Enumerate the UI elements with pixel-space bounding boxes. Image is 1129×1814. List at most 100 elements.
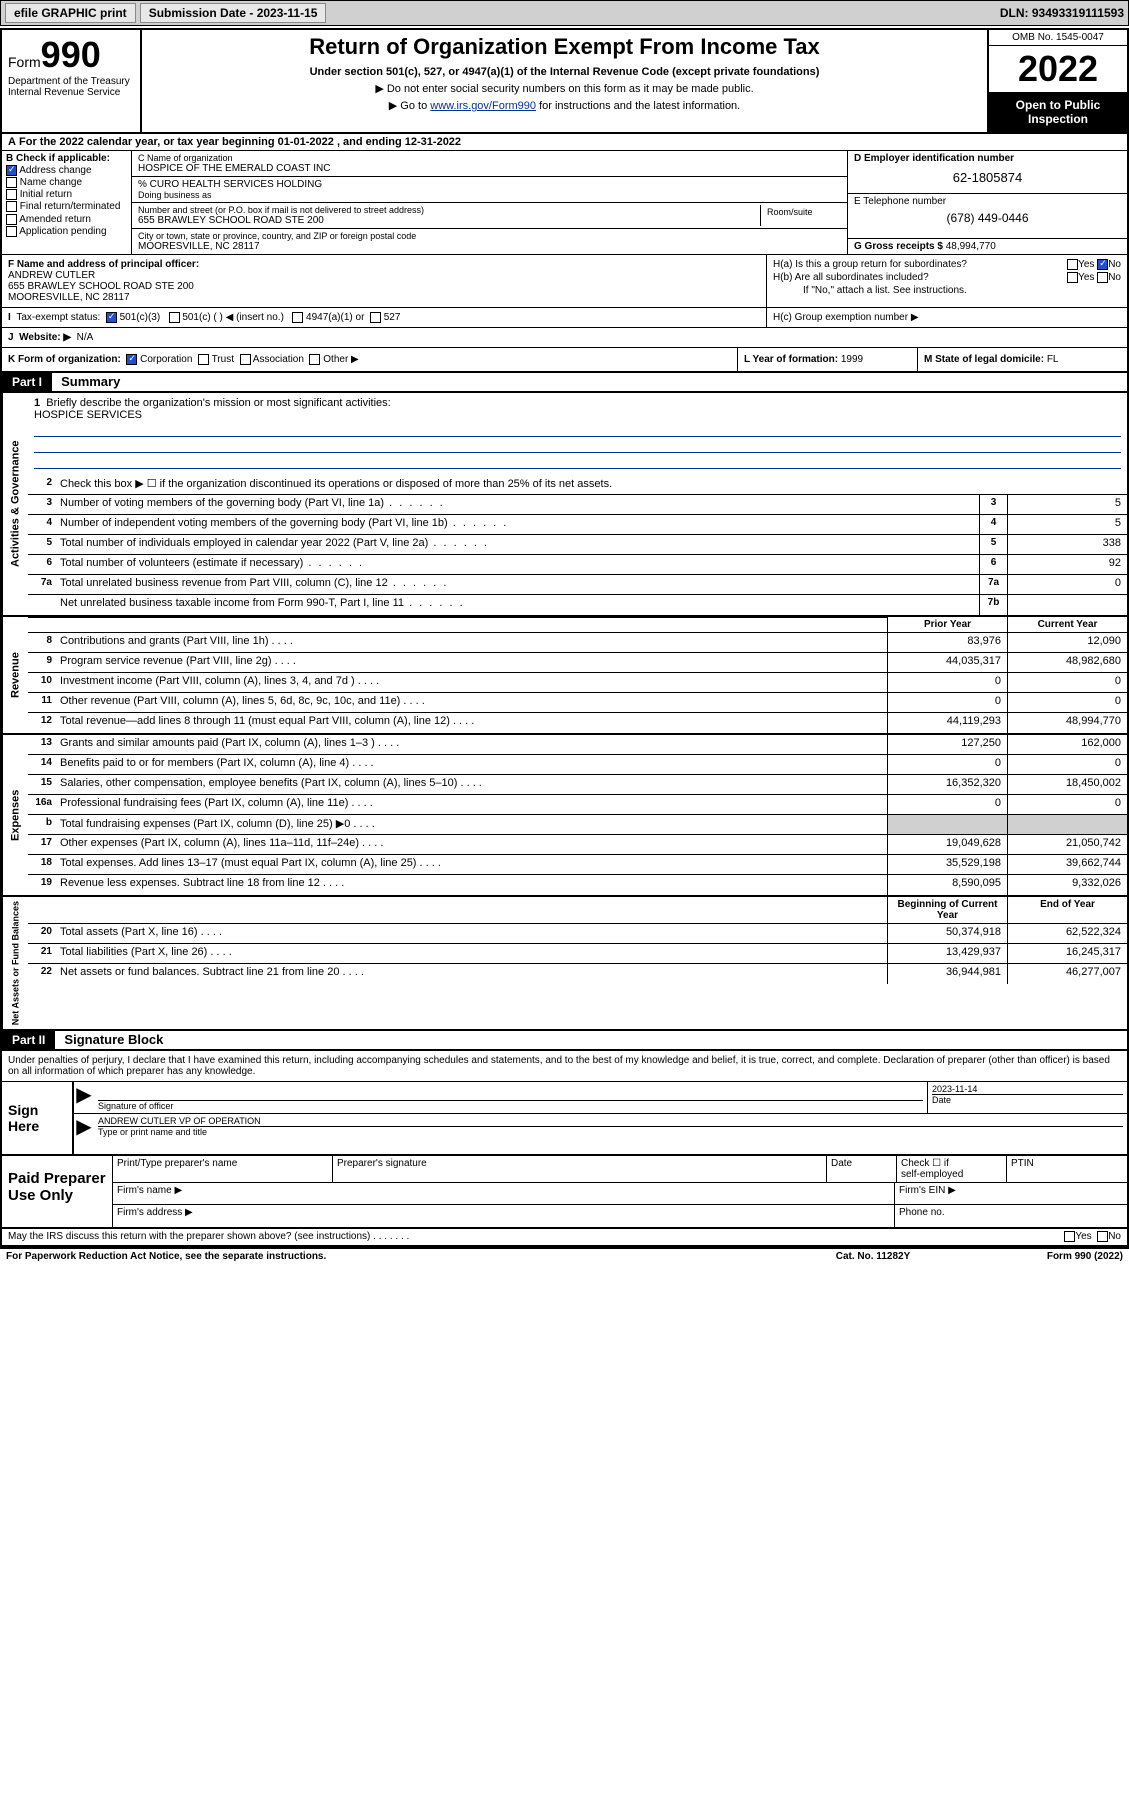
chk-app-pending[interactable]: Application pending — [6, 226, 127, 237]
discuss-question dots: May the IRS discuss this return with the… — [8, 1231, 370, 1242]
line-value: 0 — [1007, 575, 1127, 594]
state-domicile: FL — [1047, 354, 1059, 365]
officer-name: ANDREW CUTLER — [8, 270, 95, 281]
line-value: 338 — [1007, 535, 1127, 554]
part-ii-title: Signature Block — [64, 1032, 163, 1047]
preparer-self-emp: Check ☐ ifself-employed — [897, 1156, 1007, 1182]
line-box: 5 — [979, 535, 1007, 554]
arrow-icon: ▶ — [74, 1082, 94, 1113]
prior-year-value: 0 — [887, 795, 1007, 814]
prior-year-value: 0 — [887, 755, 1007, 774]
line-text: Benefits paid to or for members (Part IX… — [56, 755, 887, 774]
line-text: Total revenue—add lines 8 through 11 (mu… — [56, 713, 887, 733]
website-value: N/A — [77, 332, 94, 343]
line-text: Total liabilities (Part X, line 26) . . … — [56, 944, 887, 963]
pra-notice: For Paperwork Reduction Act Notice, see … — [6, 1251, 773, 1262]
current-year-value: 12,090 — [1007, 633, 1127, 652]
line-text: Number of independent voting members of … — [56, 515, 979, 534]
line-text: Total number of volunteers (estimate if … — [56, 555, 979, 574]
col-current-year: Current Year — [1007, 617, 1127, 632]
gross-receipts-value: 48,994,770 — [946, 241, 996, 252]
care-of: % CURO HEALTH SERVICES HOLDING — [138, 179, 841, 190]
efile-button[interactable]: efile GRAPHIC print — [5, 3, 136, 23]
line-text: Professional fundraising fees (Part IX, … — [56, 795, 887, 814]
line-text: Total number of individuals employed in … — [56, 535, 979, 554]
form-title: Return of Organization Exempt From Incom… — [150, 34, 979, 60]
side-expenses: Expenses — [2, 735, 28, 895]
line-text: Total fundraising expenses (Part IX, col… — [56, 815, 887, 834]
chk-amended[interactable]: Amended return — [6, 214, 127, 225]
line-value — [1007, 595, 1127, 615]
prior-year-value: 35,529,198 — [887, 855, 1007, 874]
firm-ein-label: Firm's EIN ▶ — [895, 1183, 1127, 1204]
prior-year-value — [887, 815, 1007, 834]
officer-addr2: MOORESVILLE, NC 28117 — [8, 292, 130, 303]
chk-final-return[interactable]: Final return/terminated — [6, 201, 127, 212]
current-year-value: 0 — [1007, 795, 1127, 814]
year-formation: 1999 — [841, 354, 863, 365]
prior-year-value: 50,374,918 — [887, 924, 1007, 943]
chk-name-change[interactable]: Name change — [6, 177, 127, 188]
hb-label: H(b) Are all subordinates included? — [773, 272, 1067, 283]
submission-date-button[interactable]: Submission Date - 2023-11-15 — [140, 3, 327, 23]
irs-link[interactable]: www.irs.gov/Form990 — [430, 100, 536, 112]
form-number: Form990 — [8, 34, 134, 76]
line-text: Net assets or fund balances. Subtract li… — [56, 964, 887, 984]
line-text: Other expenses (Part IX, column (A), lin… — [56, 835, 887, 854]
org-name-label: C Name of organization — [138, 153, 841, 163]
current-year-value — [1007, 815, 1127, 834]
line-text: Salaries, other compensation, employee b… — [56, 775, 887, 794]
line-box: 6 — [979, 555, 1007, 574]
firm-name-label: Firm's name ▶ — [113, 1183, 895, 1204]
current-year-value: 46,277,007 — [1007, 964, 1127, 984]
current-year-value: 62,522,324 — [1007, 924, 1127, 943]
sig-name-label: Type or print name and title — [98, 1126, 1123, 1137]
preparer-name-hdr: Print/Type preparer's name — [113, 1156, 333, 1182]
line-text: Total unrelated business revenue from Pa… — [56, 575, 979, 594]
note-link: ▶ Go to www.irs.gov/Form990 for instruct… — [150, 99, 979, 112]
current-year-value: 39,662,744 — [1007, 855, 1127, 874]
form-footer: Form 990 (2022) — [973, 1251, 1123, 1262]
sig-date-value: 2023-11-14 — [932, 1084, 1123, 1094]
ein-value: 62-1805874 — [854, 164, 1121, 191]
sig-date-label: Date — [932, 1094, 1123, 1105]
gross-receipts-label: G Gross receipts $ — [854, 241, 943, 252]
org-name: HOSPICE OF THE EMERALD COAST INC — [138, 163, 841, 174]
line-text: Grants and similar amounts paid (Part IX… — [56, 735, 887, 754]
sig-name-value: ANDREW CUTLER VP OF OPERATION — [98, 1116, 1123, 1126]
line-text: Number of voting members of the governin… — [56, 495, 979, 514]
chk-initial-return[interactable]: Initial return — [6, 189, 127, 200]
form-990: Form990 Department of the Treasury Inter… — [0, 28, 1129, 1249]
omb-number: OMB No. 1545-0047 — [989, 30, 1127, 46]
col-prior-year: Prior Year — [887, 617, 1007, 632]
line-text: Program service revenue (Part VIII, line… — [56, 653, 887, 672]
phone-label: E Telephone number — [854, 196, 946, 207]
part-ii-header: Part II — [2, 1031, 55, 1049]
prior-year-value: 83,976 — [887, 633, 1007, 652]
current-year-value: 0 — [1007, 673, 1127, 692]
line-box: 7b — [979, 595, 1007, 615]
city-label: City or town, state or province, country… — [138, 231, 841, 241]
line-box: 4 — [979, 515, 1007, 534]
hb-note: If "No," attach a list. See instructions… — [773, 285, 1121, 296]
suite-label: Room/suite — [761, 205, 841, 226]
line-text: Revenue less expenses. Subtract line 18 … — [56, 875, 887, 895]
mission-label: Briefly describe the organization's miss… — [46, 397, 390, 409]
city-value: MOORESVILLE, NC 28117 — [138, 241, 841, 252]
line-value: 5 — [1007, 515, 1127, 534]
current-year-value: 21,050,742 — [1007, 835, 1127, 854]
current-year-value: 48,994,770 — [1007, 713, 1127, 733]
street-label: Number and street (or P.O. box if mail i… — [138, 205, 760, 215]
prior-year-value: 16,352,320 — [887, 775, 1007, 794]
line-value: 92 — [1007, 555, 1127, 574]
chk-address-change[interactable]: Address change — [6, 165, 127, 176]
cat-no: Cat. No. 11282Y — [773, 1251, 973, 1262]
prior-year-value: 8,590,095 — [887, 875, 1007, 895]
form-subtitle: Under section 501(c), 527, or 4947(a)(1)… — [150, 66, 979, 78]
current-year-value: 48,982,680 — [1007, 653, 1127, 672]
top-toolbar: efile GRAPHIC print Submission Date - 20… — [0, 0, 1129, 26]
officer-addr1: 655 BRAWLEY SCHOOL ROAD STE 200 — [8, 281, 194, 292]
preparer-sig-hdr: Preparer's signature — [333, 1156, 827, 1182]
hc-label: H(c) Group exemption number ▶ — [767, 308, 1127, 327]
current-year-value: 16,245,317 — [1007, 944, 1127, 963]
